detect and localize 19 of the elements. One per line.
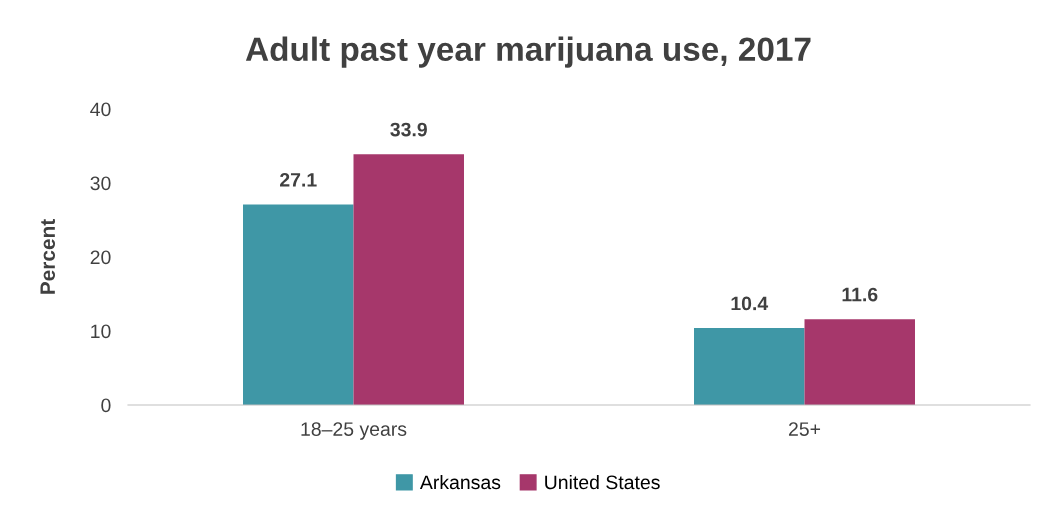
y-tick-label: 40: [90, 102, 111, 117]
y-axis-title: Percent: [40, 219, 56, 294]
y-tick-label: 20: [90, 250, 111, 265]
bar: [694, 328, 805, 405]
data-label: 27.1: [280, 172, 317, 187]
x-tick-label: 18–25 years: [301, 422, 407, 440]
x-tick-label: 25+: [788, 422, 821, 436]
data-label: 11.6: [842, 287, 878, 302]
legend-label: United States: [545, 474, 660, 490]
y-tick-label: 0: [101, 398, 111, 413]
chart-title: Adult past year marijuana use, 2017: [245, 36, 811, 68]
data-label: 33.9: [390, 122, 427, 137]
bar: [353, 154, 464, 405]
data-label: 10.4: [731, 296, 769, 311]
bar: [804, 319, 915, 405]
y-tick-label: 30: [90, 176, 111, 191]
bar: [243, 204, 354, 405]
legend-label: Arkansas: [419, 474, 501, 490]
y-tick-label: 10: [91, 324, 111, 339]
